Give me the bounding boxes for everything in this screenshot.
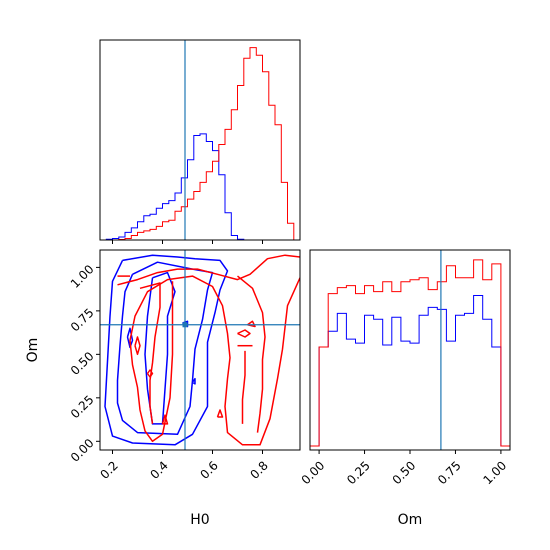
om-x-axis-label: Om	[398, 512, 423, 528]
h0-x-tick-label: 0.4	[147, 458, 170, 481]
om-x-tick-label: 0.00	[299, 458, 328, 487]
h0-histogram-panel	[99, 39, 301, 244]
contour-series-0-level-0	[104, 254, 229, 446]
om-y-tick-label: 0.50	[68, 349, 97, 378]
om-y-tick-label: 0.25	[68, 393, 97, 422]
om-histogram-panel: 0.00 0.25 0.50 0.75 1.00 Om	[299, 249, 511, 528]
h0-om-contour-panel: 0.2 0.4 0.6 0.8 0.00 0.25 0.50 0.75 1.00 H0 Om	[25, 249, 301, 528]
contour-series-1-level-4	[241, 350, 246, 424]
contour-series-0-level-3	[126, 327, 134, 349]
contour-series-1-level-11	[216, 409, 224, 418]
contour-series-0-level-1	[116, 261, 214, 436]
contour-series-1-level-7	[146, 369, 154, 378]
h0-x-axis-label: H0	[190, 512, 209, 528]
contour-series-1-level-12	[161, 414, 169, 425]
contour-series-0-level-2	[144, 271, 176, 425]
h0-histogram-series-1	[100, 47, 300, 241]
h0-x-tick-label: 0.2	[97, 458, 120, 481]
contour-series-1-level-3	[237, 275, 266, 433]
truth-marker	[182, 322, 188, 328]
contour-series-1-level-0	[117, 254, 300, 286]
om-y-tick-label: 1.00	[68, 262, 97, 291]
h0-x-tick-label: 0.8	[247, 458, 270, 481]
om-y-tick-label: 0.00	[68, 436, 97, 465]
om-histogram-series-0	[310, 295, 510, 447]
om-x-tick-label: 0.75	[435, 458, 464, 487]
contour-series-1-level-10	[247, 320, 256, 328]
contour-frame	[99, 249, 301, 451]
contour-series-1-level-8	[237, 329, 251, 338]
contour-series-1-level-6	[134, 336, 141, 356]
om-x-tick-label: 1.00	[480, 458, 509, 487]
h0-x-tick-label: 0.6	[197, 458, 220, 481]
h0-histogram-frame	[99, 39, 301, 241]
contour-lines	[104, 254, 300, 446]
om-x-tick-label: 0.25	[344, 458, 373, 487]
contour-series-1-level-1	[129, 275, 300, 446]
contour-series-1-level-2	[139, 282, 161, 425]
om-x-tick-label: 0.50	[390, 458, 419, 487]
om-y-axis-label: Om	[25, 338, 41, 363]
om-histogram-series-1	[310, 259, 510, 447]
om-y-tick-label: 0.75	[68, 306, 97, 335]
contour-series-0-level-5	[191, 377, 196, 385]
